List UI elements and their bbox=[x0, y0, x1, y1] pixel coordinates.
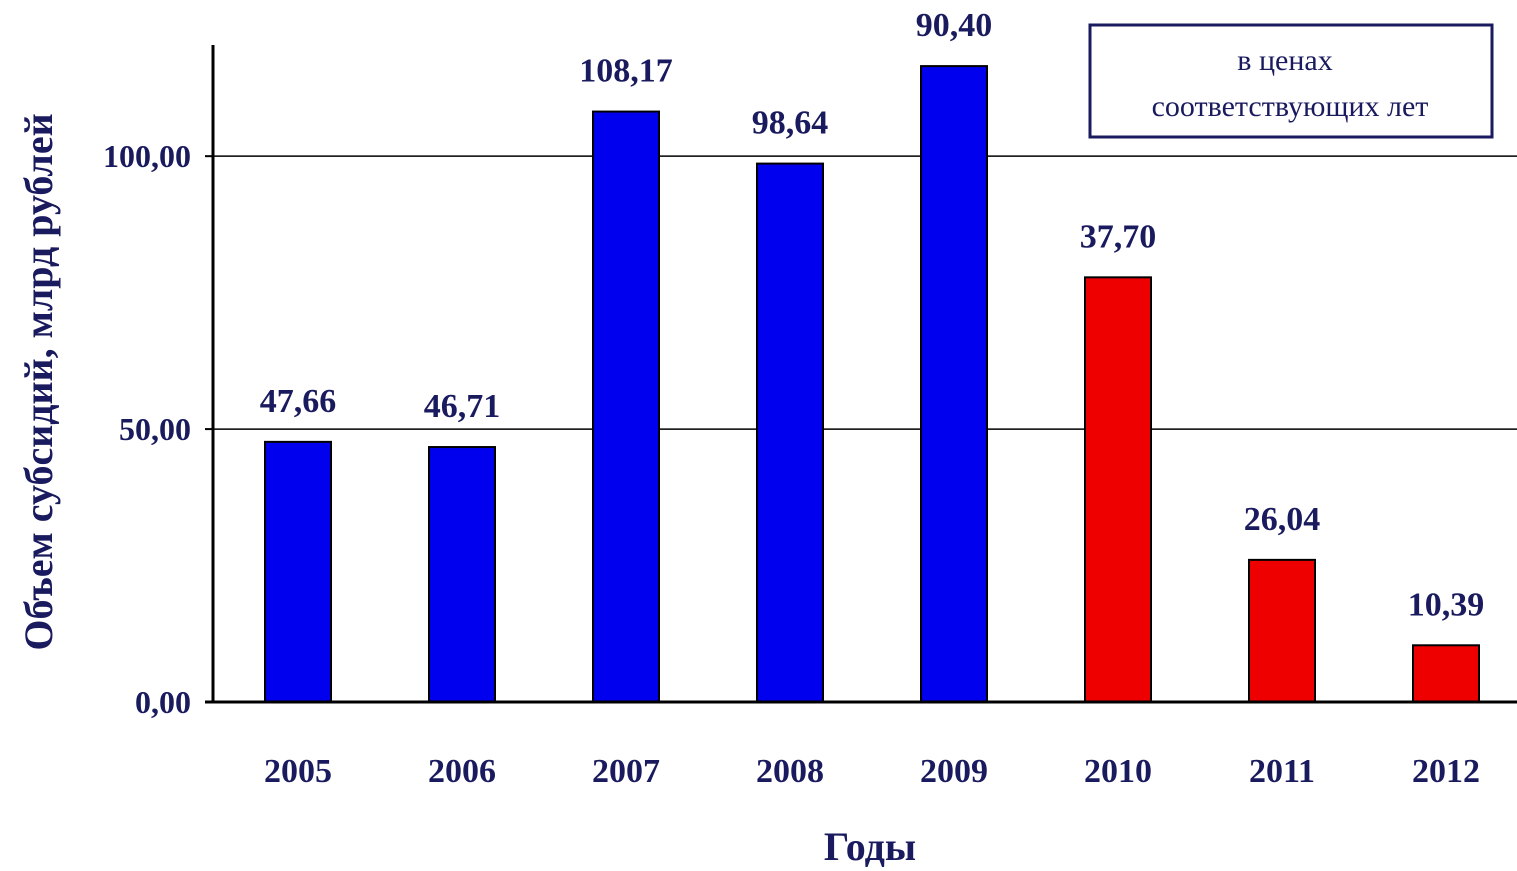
bar-2010 bbox=[1084, 276, 1152, 703]
annotation-box: в ценах соответствующих лет bbox=[1088, 23, 1494, 139]
data-label-2007: 108,17 bbox=[579, 53, 673, 90]
data-label-2009: 90,40 bbox=[916, 7, 993, 44]
bars bbox=[264, 65, 1480, 704]
bar-2006 bbox=[428, 446, 496, 704]
x-axis-title: Годы bbox=[824, 824, 916, 869]
x-tick-label-2008: 2008 bbox=[756, 753, 824, 790]
y-axis-title: Объем субсидий, млрд рублей bbox=[16, 113, 61, 650]
data-label-2006: 46,71 bbox=[424, 388, 501, 425]
bar-2011 bbox=[1248, 558, 1316, 703]
annotation-line-2: соответствующих лет bbox=[1152, 90, 1429, 123]
x-tick-label-2011: 2011 bbox=[1249, 753, 1315, 790]
y-tick-label: 100,00 bbox=[103, 138, 191, 174]
data-labels: 47,66 46,71 108,17 98,64 90,40 37,70 26,04 10,3… bbox=[260, 7, 1485, 623]
data-label-2011: 26,04 bbox=[1244, 501, 1321, 538]
x-tick-label-2005: 2005 bbox=[264, 753, 332, 790]
data-label-2010: 37,70 bbox=[1080, 218, 1157, 255]
bar-2009 bbox=[920, 65, 988, 703]
x-tick-label-2009: 2009 bbox=[920, 753, 988, 790]
data-label-2005: 47,66 bbox=[260, 383, 337, 420]
data-label-2012: 10,39 bbox=[1408, 586, 1485, 623]
x-tick-label-2007: 2007 bbox=[592, 753, 660, 790]
x-category-labels: 2005 2006 2007 2008 2009 2010 2011 2012 bbox=[264, 753, 1480, 790]
bar-2007 bbox=[592, 110, 660, 703]
y-tick-label: 50,00 bbox=[119, 411, 191, 447]
bar-2005 bbox=[264, 440, 332, 703]
bar-2012 bbox=[1412, 644, 1480, 703]
x-tick-label-2006: 2006 bbox=[428, 753, 496, 790]
bar-2008 bbox=[756, 162, 824, 703]
y-tick-label: 0,00 bbox=[135, 684, 191, 720]
data-label-2008: 98,64 bbox=[752, 105, 829, 142]
x-tick-label-2010: 2010 bbox=[1084, 753, 1152, 790]
annotation-line-1: в ценах bbox=[1237, 44, 1332, 77]
grid-lines bbox=[205, 155, 1517, 703]
x-tick-label-2012: 2012 bbox=[1412, 753, 1480, 790]
y-tick-labels: 0,00 50,00 100,00 bbox=[103, 138, 191, 720]
